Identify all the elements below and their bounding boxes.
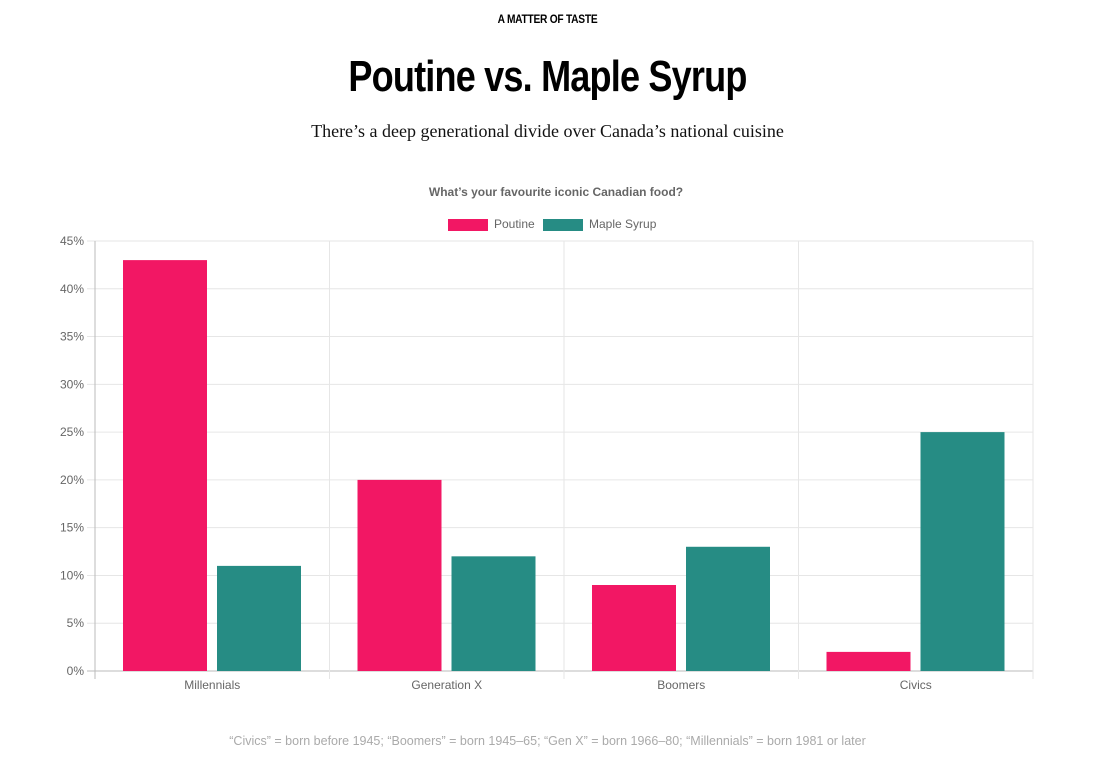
- bar-chart: What’s your favourite iconic Canadian fo…: [60, 185, 1034, 692]
- bar-maple-syrup: [920, 432, 1005, 671]
- x-tick-label: Boomers: [657, 678, 705, 692]
- y-tick-label: 40%: [60, 282, 84, 296]
- y-tick-label: 5%: [67, 616, 85, 630]
- bar-maple-syrup: [451, 556, 536, 671]
- y-tick-label: 30%: [60, 377, 84, 391]
- bar-maple-syrup: [217, 565, 301, 671]
- legend-swatch: [543, 219, 583, 231]
- bar-maple-syrup: [686, 546, 770, 671]
- legend-swatch: [448, 219, 488, 231]
- page-title: Poutine vs. Maple Syrup: [348, 52, 747, 101]
- bar-poutine: [592, 585, 676, 671]
- x-tick-label: Generation X: [411, 678, 482, 692]
- bar-poutine: [357, 479, 442, 671]
- x-tick-label: Civics: [900, 678, 932, 692]
- y-tick-label: 20%: [60, 473, 84, 487]
- page-subtitle: There’s a deep generational divide over …: [311, 121, 784, 141]
- y-tick-label: 45%: [60, 234, 84, 248]
- y-tick-label: 35%: [60, 330, 84, 344]
- y-tick-label: 15%: [60, 521, 84, 535]
- y-tick-label: 10%: [60, 568, 84, 582]
- footnote: “Civics” = born before 1945; “Boomers” =…: [229, 734, 866, 748]
- legend-label: Poutine: [494, 217, 535, 231]
- bar-poutine: [123, 260, 207, 671]
- legend-label: Maple Syrup: [589, 217, 657, 231]
- y-tick-label: 25%: [60, 425, 84, 439]
- chart-title: What’s your favourite iconic Canadian fo…: [429, 185, 683, 199]
- bar-poutine: [826, 651, 911, 671]
- kicker: A MATTER OF TASTE: [497, 12, 598, 26]
- x-tick-label: Millennials: [184, 678, 240, 692]
- y-tick-label: 0%: [67, 664, 85, 678]
